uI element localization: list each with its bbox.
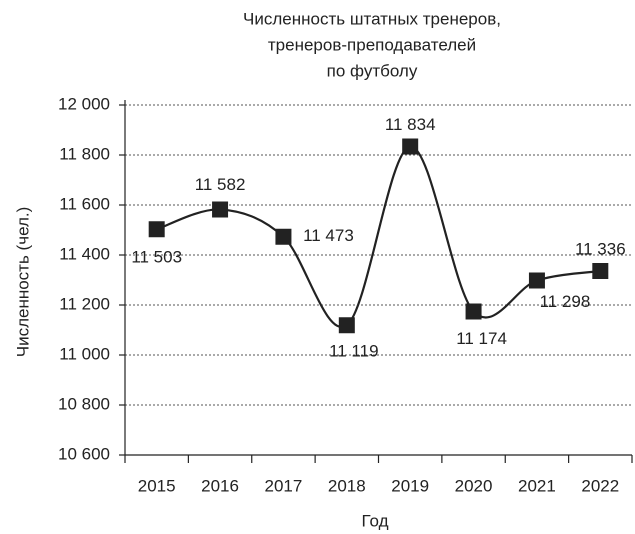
y-tick-label: 10 600 — [58, 444, 110, 463]
marker — [592, 263, 609, 279]
y-tick-label: 11 600 — [59, 194, 110, 213]
data-label: 11 834 — [385, 115, 436, 134]
y-tick-label: 12 000 — [58, 94, 110, 113]
x-tick-label: 2021 — [518, 476, 556, 495]
chart-title: тренеров-преподавателей — [268, 35, 476, 54]
data-label: 11 119 — [329, 342, 378, 361]
data-label: 11 503 — [131, 248, 182, 267]
y-tick-label: 10 800 — [58, 394, 110, 413]
x-tick-label: 2018 — [328, 476, 366, 495]
x-tick-label: 2022 — [581, 476, 619, 495]
marker — [528, 272, 545, 289]
y-tick-label: 11 200 — [59, 294, 110, 313]
chart-title: Численность штатных тренеров, — [243, 9, 501, 28]
marker — [465, 303, 482, 320]
chart-title: по футболу — [327, 61, 418, 80]
x-tick-label: 2019 — [391, 476, 429, 495]
marker — [212, 201, 229, 218]
y-tick-label: 11 000 — [59, 344, 110, 363]
line — [156, 145, 601, 329]
marker — [402, 138, 419, 155]
data-label: 11 336 — [575, 239, 626, 258]
data-label: 11 298 — [540, 292, 591, 311]
data-label: 11 582 — [195, 175, 246, 194]
x-axis-label: Год — [361, 511, 388, 530]
marker — [275, 228, 292, 245]
marker — [338, 317, 355, 334]
data-label: 11 473 — [303, 226, 354, 245]
x-tick-label: 2017 — [265, 476, 303, 495]
data-label: 11 174 — [456, 329, 507, 348]
y-tick-label: 11 800 — [59, 144, 110, 163]
x-tick-label: 2015 — [138, 476, 176, 495]
x-tick-label: 2020 — [455, 476, 493, 495]
y-axis-label: Численность (чел.) — [13, 207, 32, 358]
marker — [148, 221, 165, 238]
x-tick-label: 2016 — [201, 476, 239, 495]
y-tick-label: 11 400 — [59, 244, 110, 263]
